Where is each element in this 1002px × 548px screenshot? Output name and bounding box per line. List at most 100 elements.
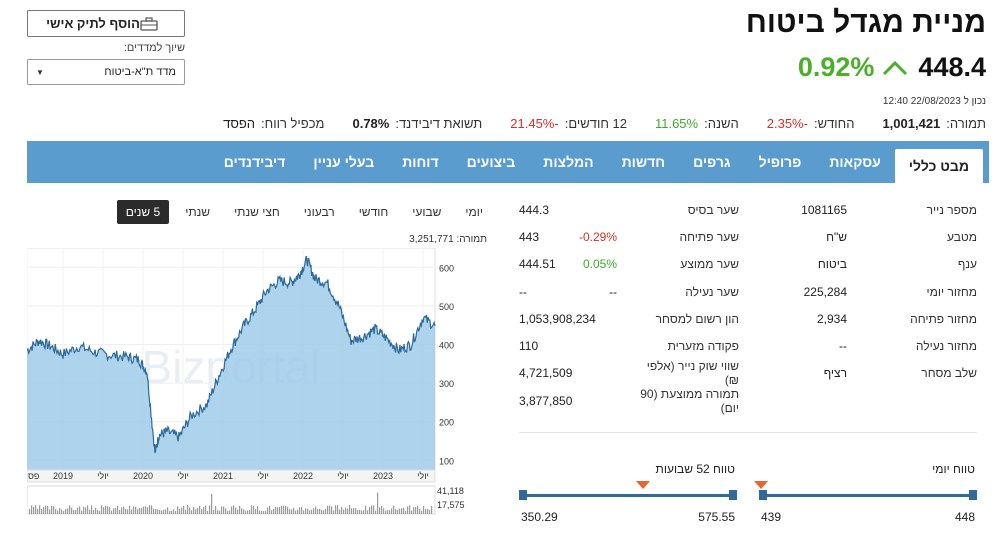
volume-bar bbox=[287, 506, 289, 514]
volume-bar bbox=[409, 505, 411, 514]
volume-bar bbox=[337, 505, 339, 514]
volume-bar bbox=[53, 506, 55, 514]
volume-bar bbox=[425, 509, 427, 514]
volume-bar bbox=[381, 505, 383, 514]
info-value: 444.3 bbox=[519, 202, 550, 217]
volume-bar bbox=[95, 507, 97, 514]
volume-bar bbox=[123, 506, 125, 514]
period-yearly[interactable]: שנתי bbox=[185, 205, 211, 219]
volume-bar bbox=[141, 508, 143, 514]
volume-bar bbox=[161, 510, 163, 514]
period-half-year[interactable]: חצי שנתי bbox=[234, 205, 280, 219]
volume-bar bbox=[119, 510, 121, 514]
briefcase-icon bbox=[140, 16, 158, 31]
daily-range-max: 439 bbox=[761, 510, 782, 524]
tab-charts[interactable]: גרפים bbox=[693, 154, 731, 170]
volume-bar bbox=[65, 509, 67, 514]
stat-month: החודש: -2.35% bbox=[766, 116, 855, 131]
volume-bar bbox=[307, 508, 309, 514]
info-change: -- bbox=[609, 284, 617, 299]
volume-bar bbox=[125, 509, 127, 514]
x-tick-label: 2020 bbox=[133, 471, 153, 481]
period-quarterly[interactable]: רבעוני bbox=[303, 205, 335, 219]
volume-bar bbox=[99, 510, 101, 514]
info-change: 0.05% bbox=[582, 257, 617, 272]
volume-bar bbox=[71, 507, 73, 514]
volume-bar bbox=[137, 509, 139, 514]
volume-bar bbox=[139, 508, 141, 514]
index-select[interactable]: ▼ מדד ת"א-ביטוח bbox=[27, 59, 185, 85]
tab-recommendations[interactable]: המלצות bbox=[543, 154, 594, 170]
volume-bar bbox=[107, 506, 109, 514]
info-row: מחזור יומי 225,284 bbox=[757, 278, 977, 305]
volume-bar bbox=[91, 505, 93, 514]
volume-bar bbox=[263, 510, 265, 514]
x-axis-band bbox=[27, 469, 436, 483]
volume-bar bbox=[367, 510, 369, 514]
volume-bar bbox=[167, 507, 169, 514]
x-tick-label: יולי bbox=[417, 471, 429, 481]
volume-bar bbox=[31, 505, 33, 514]
volume-bar bbox=[371, 505, 373, 514]
x-tick-label: 2022 bbox=[293, 471, 313, 481]
volume-bar bbox=[419, 508, 421, 514]
volume-bar bbox=[413, 507, 415, 514]
volume-bar bbox=[353, 508, 355, 514]
period-monthly[interactable]: חודשי bbox=[358, 205, 389, 219]
tab-profile[interactable]: פרופיל bbox=[758, 154, 802, 170]
volume-bar bbox=[175, 510, 177, 514]
period-5-years[interactable]: 5 שנים bbox=[116, 200, 170, 224]
volume-bar bbox=[295, 510, 297, 514]
volume-bar bbox=[157, 509, 159, 514]
tab-dividends[interactable]: דיבידנדים bbox=[223, 154, 286, 170]
volume-bar bbox=[411, 510, 413, 514]
volume-bar bbox=[131, 509, 133, 514]
info-row: פקודה מזערית 110 bbox=[519, 332, 739, 359]
info-row: שווי שוק נייר (אלפי ₪) 4,721,509 bbox=[519, 359, 739, 387]
volume-bar bbox=[309, 510, 311, 514]
volume-bar bbox=[399, 508, 401, 514]
volume-bar bbox=[275, 506, 277, 514]
price-chart[interactable]: Bizportal600500400300200100פס2019יולי202… bbox=[27, 248, 491, 530]
tab-news[interactable]: חדשות bbox=[621, 154, 666, 170]
daily-range-marker-icon bbox=[754, 481, 768, 489]
volume-bar bbox=[185, 509, 187, 514]
tab-reports[interactable]: דוחות bbox=[402, 154, 439, 170]
volume-bar bbox=[243, 509, 245, 514]
volume-bar bbox=[79, 506, 81, 514]
volume-bar bbox=[339, 509, 341, 514]
volume-bar bbox=[351, 508, 353, 514]
tab-trades[interactable]: עסקאות bbox=[829, 154, 881, 170]
info-row: מטבע ש"ח bbox=[757, 223, 977, 250]
volume-bar bbox=[389, 510, 391, 514]
volume-bar bbox=[215, 505, 217, 514]
volume-bar bbox=[63, 510, 65, 514]
add-to-portfolio-button[interactable]: הוסף לתיק אישי bbox=[27, 10, 185, 37]
tab-insiders[interactable]: בעלי עניין bbox=[313, 154, 375, 170]
info-value: ביטוח bbox=[817, 257, 847, 272]
volume-bar bbox=[291, 509, 293, 514]
info-row: שלב מסחר רציף bbox=[757, 360, 977, 387]
volume-bar bbox=[385, 510, 387, 514]
info-label: שלב מסחר bbox=[921, 366, 977, 381]
volume-bar bbox=[225, 508, 227, 514]
info-label: שער בסיס bbox=[687, 202, 739, 217]
volume-bar bbox=[313, 508, 315, 514]
x-tick-label: יולי bbox=[337, 471, 349, 481]
volume-bar bbox=[155, 509, 157, 514]
tab-performance[interactable]: ביצועים bbox=[466, 154, 516, 170]
info-label: מטבע bbox=[947, 229, 977, 244]
volume-bar bbox=[67, 508, 69, 514]
tab-overview[interactable]: מבט כללי bbox=[894, 149, 983, 183]
volume-bar bbox=[163, 509, 165, 514]
volume-bar bbox=[219, 510, 221, 514]
volume-bar bbox=[129, 505, 131, 514]
volume-bar bbox=[343, 509, 345, 514]
period-weekly[interactable]: שבועי bbox=[412, 205, 442, 219]
info-column-right: מספר נייר 1081165 מטבע ש"ח ענף ביטוח מחזור יומ… bbox=[757, 196, 977, 387]
volume-bar bbox=[187, 505, 189, 514]
period-daily[interactable]: יומי bbox=[465, 205, 483, 219]
info-row: שער פתיחה -0.29% 443 bbox=[519, 223, 739, 250]
volume-tick-label: 17,575 bbox=[437, 500, 465, 510]
week52-range: טווח 52 שבועות 575.55 350.29 bbox=[519, 462, 737, 532]
